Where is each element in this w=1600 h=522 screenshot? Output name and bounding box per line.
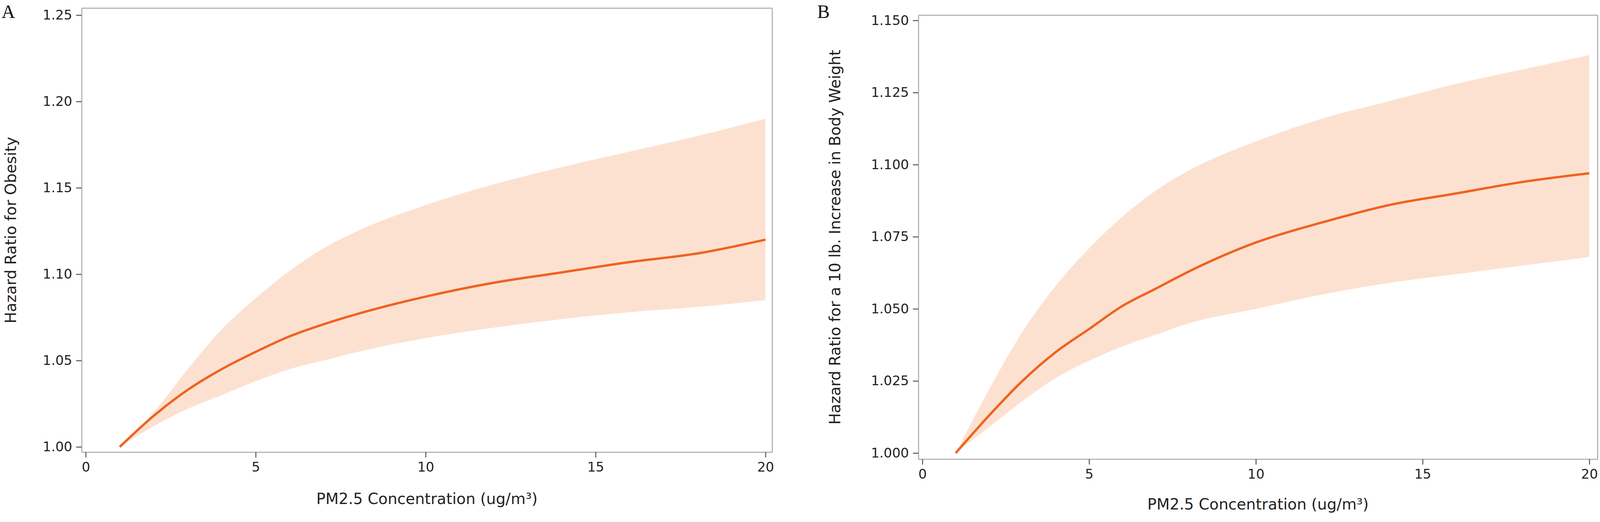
x-axis-title: PM2.5 Concentration (ug/m³) (316, 489, 538, 508)
plot-area (119, 118, 766, 447)
tick-label: 5 (1085, 466, 1094, 482)
tick-label: 0 (918, 466, 927, 482)
tick-label: 0 (81, 458, 91, 475)
tick: 5 (1085, 458, 1094, 482)
tick: 0 (81, 451, 91, 475)
tick: 1.050 (871, 300, 919, 317)
axis-line (918, 458, 1599, 460)
tick: 10 (417, 451, 434, 475)
tick-label: 10 (417, 458, 434, 475)
tick-mark (912, 308, 919, 310)
tick-label: 1.10 (42, 266, 73, 282)
tick-label: 10 (1247, 466, 1265, 482)
tick: 1.125 (871, 84, 919, 100)
plot-area (955, 55, 1590, 454)
tick-label: 1.05 (42, 352, 73, 368)
tick: 1.05 (42, 352, 82, 368)
frame (81, 7, 773, 9)
tick: 20 (1581, 458, 1599, 482)
frame (1597, 15, 1599, 459)
x-axis: 0 5 10 15 20 (81, 451, 775, 475)
tick-label: 15 (587, 458, 604, 475)
tick: 1.150 (871, 12, 919, 29)
tick-mark (76, 273, 82, 275)
tick: 1.15 (42, 179, 82, 196)
tick-mark (595, 451, 597, 458)
frame (918, 14, 1598, 17)
tick-label: 1.125 (871, 84, 909, 100)
panel-label: A (1, 1, 16, 22)
tick-label: 1.050 (871, 300, 909, 317)
tick-mark (912, 452, 919, 454)
axis-line (82, 451, 773, 453)
frame (771, 8, 774, 452)
tick-mark (1088, 458, 1090, 465)
tick-label: 1.00 (42, 438, 73, 455)
tick-mark (1589, 458, 1591, 465)
tick-mark (425, 451, 427, 458)
y-axis: 1.000 1.025 1.050 1.075 1.100 1.125 1.150 (871, 12, 919, 461)
tick: 1.025 (871, 372, 919, 389)
tick-label: 1.025 (871, 372, 909, 389)
tick: 1.075 (871, 228, 919, 245)
x-axis: 0 5 10 15 20 (918, 458, 1599, 482)
tick-label: 1.000 (871, 444, 909, 461)
tick: 10 (1247, 458, 1265, 482)
tick-mark (912, 236, 919, 238)
tick: 1.20 (42, 93, 82, 109)
tick: 1.25 (42, 7, 82, 23)
x-axis-title: PM2.5 Concentration (ug/m³) (1147, 495, 1369, 513)
tick-mark (76, 187, 82, 189)
tick-mark (76, 446, 82, 448)
tick-label: 1.15 (42, 179, 73, 196)
panel-label: B (817, 1, 830, 22)
tick-mark (912, 164, 919, 166)
tick: 1.000 (871, 444, 919, 461)
tick-mark (255, 451, 257, 458)
y-axis: 1.00 1.05 1.10 1.15 1.20 1.25 (42, 7, 82, 455)
panel: 0 5 10 15 20 1.00 1.05 1.10 1.15 1.20 1.25 A PM2.5 C… (1, 1, 775, 508)
y-axis-title: Hazard Ratio for a 10 lb. Increase in Bo… (826, 49, 844, 425)
tick-label: 15 (1414, 466, 1432, 482)
axis-line (81, 8, 83, 453)
tick-label: 5 (251, 458, 261, 475)
tick-mark (765, 451, 767, 458)
confidence-band (119, 118, 766, 447)
tick-mark (76, 101, 82, 103)
panel: 051015201.0001.0251.0501.0751.1001.1251.… (817, 1, 1599, 513)
line (119, 239, 766, 447)
line (955, 173, 1590, 454)
tick: 15 (587, 451, 604, 475)
tick-mark (85, 451, 87, 458)
tick-mark (76, 14, 82, 17)
tick: 15 (1414, 458, 1432, 482)
tick-label: 20 (757, 458, 774, 475)
tick-mark (921, 458, 924, 465)
tick-label: 1.150 (871, 12, 909, 29)
tick: 20 (757, 451, 774, 475)
tick: 1.00 (42, 438, 82, 455)
tick: 1.100 (871, 156, 919, 173)
tick: 5 (251, 451, 261, 475)
tick-mark (76, 360, 82, 362)
tick-label: 1.075 (871, 228, 909, 245)
tick-label: 20 (1581, 466, 1599, 482)
tick-mark (1422, 458, 1424, 465)
tick: 0 (918, 458, 927, 482)
tick-mark (1255, 458, 1257, 465)
confidence-band (955, 55, 1590, 454)
tick-mark (912, 20, 919, 22)
y-axis-title: Hazard Ratio for Obesity (1, 136, 20, 324)
tick-mark (912, 92, 919, 94)
tick-label: 1.20 (42, 93, 73, 109)
tick-label: 1.100 (871, 156, 909, 173)
tick: 1.10 (42, 266, 82, 282)
tick-label: 1.25 (42, 7, 73, 23)
tick-mark (912, 380, 919, 382)
figure: 0 5 10 15 20 1.00 1.05 1.10 1.15 1.20 1.25 A PM2.5 C… (0, 0, 1600, 522)
